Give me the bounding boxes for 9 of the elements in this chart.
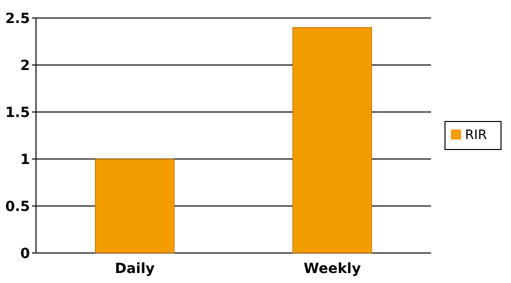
- x-tick-label: Weekly: [304, 261, 361, 277]
- y-tick-label: 1.5: [5, 104, 30, 121]
- x-tick-label: Daily: [114, 261, 155, 277]
- y-tick-label: 2.5: [5, 10, 30, 27]
- legend-label: RIR: [465, 128, 487, 144]
- y-tick-label: 0: [20, 246, 30, 262]
- y-tick-label: 1: [20, 152, 30, 168]
- y-tick-label: 0.5: [5, 198, 30, 215]
- y-tick-label: 2: [20, 58, 30, 74]
